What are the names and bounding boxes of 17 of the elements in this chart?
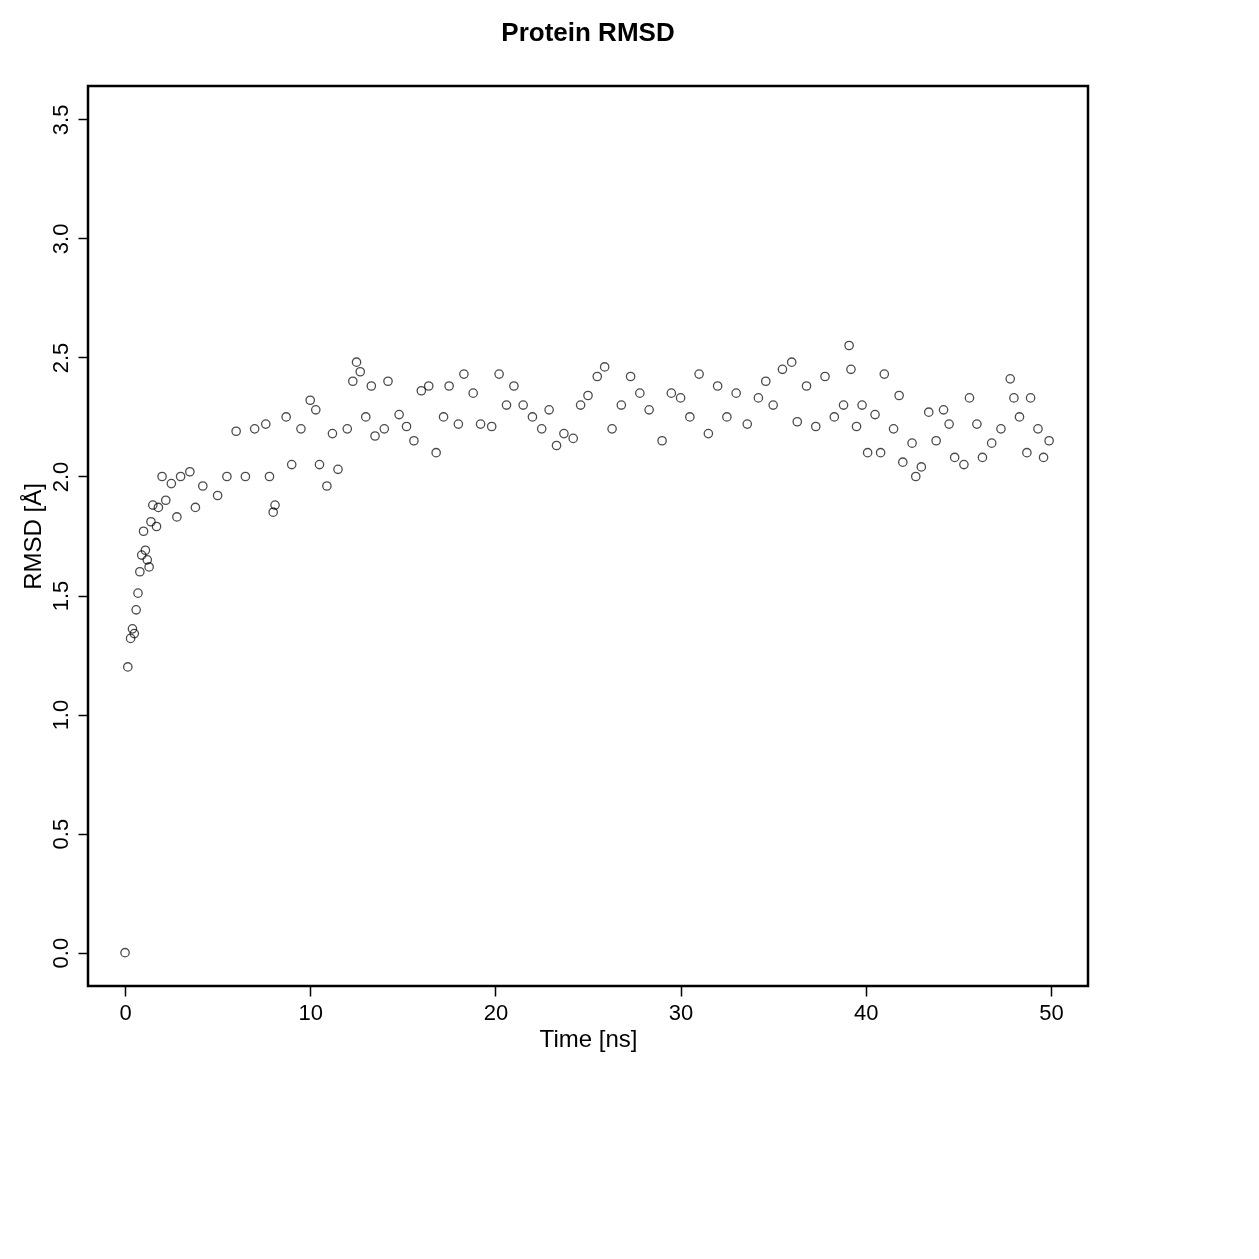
y-tick-label: 1.5 — [47, 580, 73, 612]
x-axis-title: Time [ns] — [539, 1024, 638, 1052]
y-tick-label: 3.5 — [47, 104, 73, 136]
y-tick-label: 0.0 — [47, 937, 73, 969]
x-tick-label: 20 — [483, 999, 509, 1025]
x-tick-label: 10 — [298, 999, 323, 1025]
x-tick-label: 50 — [1039, 999, 1064, 1025]
y-tick-label: 2.0 — [47, 461, 73, 493]
x-tick-label: 0 — [119, 999, 132, 1025]
y-tick-label: 3.0 — [47, 223, 73, 255]
y-tick-label: 1.0 — [47, 699, 73, 731]
x-tick-label: 40 — [854, 999, 879, 1025]
y-tick-label: 0.5 — [47, 818, 73, 850]
chart-title: Protein RMSD — [501, 17, 675, 47]
y-tick-label: 2.5 — [47, 342, 73, 374]
x-tick-label: 30 — [668, 999, 694, 1025]
y-axis-title: RMSD [Å] — [18, 483, 46, 590]
